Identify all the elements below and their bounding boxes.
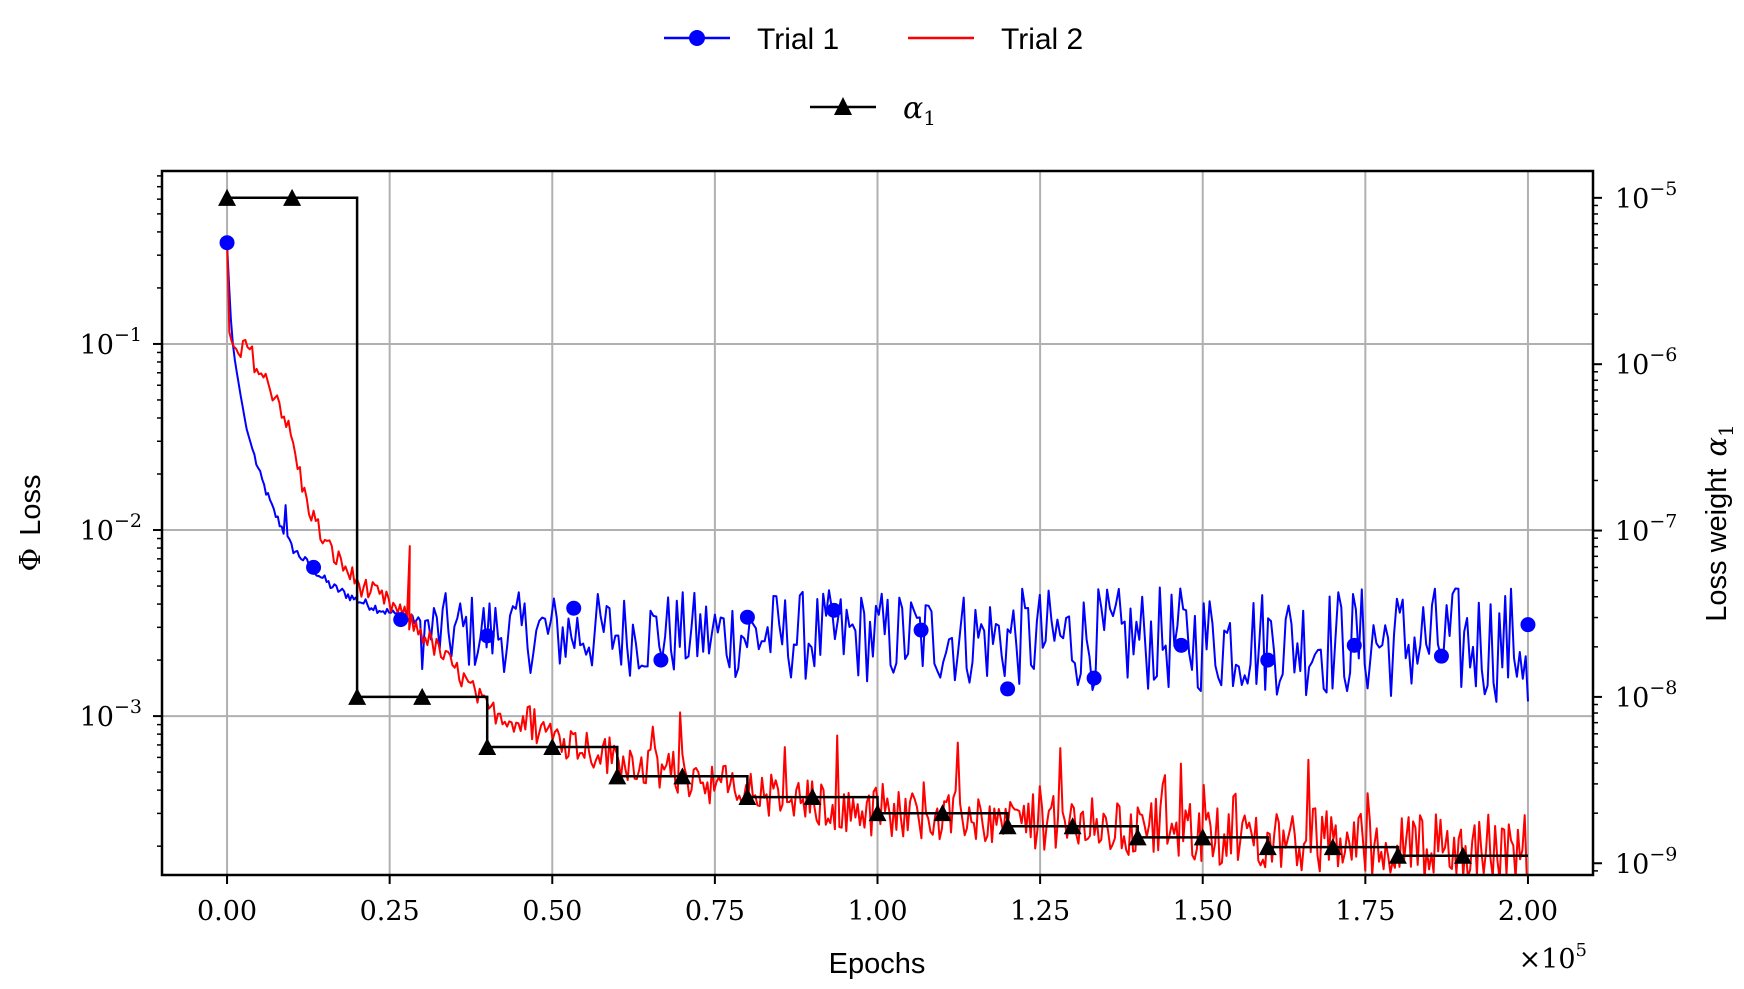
y-axis-label-text: Loss [15,474,47,535]
marker-trial-1 [219,235,235,251]
y2-tick-label: 10−6 [1615,344,1677,381]
marker-trial-1 [1086,670,1102,686]
y2-axis-label-symbol: α [1699,437,1733,457]
legend-label-alpha-1: α1 [903,91,936,130]
marker-alpha-1 [218,188,237,206]
x-axis-label: Epochs [829,948,926,980]
marker-trial-1 [1173,637,1189,653]
legend: Trial 1 Trial 2 α1 [664,23,1083,130]
grid [162,171,1593,875]
marker-layer [218,188,1536,864]
y-tick-label: 10−1 [80,324,142,361]
x-tick-label: 0.50 [522,896,582,927]
marker-alpha-1 [998,817,1017,835]
marker-alpha-1 [1388,846,1407,864]
legend-marker-trial-1 [689,30,705,46]
marker-alpha-1 [283,188,302,206]
y2-axis-label: Loss weight α1 [1699,424,1738,621]
x-tick-label: 0.25 [360,896,420,927]
marker-alpha-1 [868,804,887,822]
y-tick-label: 10−2 [80,510,142,547]
marker-alpha-1 [608,767,627,785]
marker-trial-1 [1433,648,1449,664]
marker-trial-1 [479,628,495,644]
y2-axis-label-sub: 1 [1714,424,1738,437]
y-axis-left: 10−1 10−2 10−3 [80,175,162,847]
legend-label-trial-1: Trial 1 [757,23,839,56]
y2-tick-label: 10−5 [1615,178,1677,215]
x-tick-label: 2.00 [1498,896,1558,927]
y2-axis-label-text: Loss weight [1701,469,1733,622]
marker-trial-1 [1260,652,1276,668]
legend-marker-alpha-1 [834,97,852,115]
marker-trial-1 [1346,637,1362,653]
marker-trial-1 [306,559,322,575]
marker-alpha-1 [673,767,692,785]
x-tick-label: 1.00 [847,896,907,927]
marker-alpha-1 [803,788,822,806]
x-tick-label: 0.75 [685,896,745,927]
marker-alpha-1 [1323,838,1342,856]
series-line-trial-1 [226,242,1529,703]
x-tick-label: 1.75 [1335,896,1395,927]
svg-text:ΦLoss: Φ Loss [13,474,47,571]
x-axis-multiplier: ×105 [1519,940,1587,975]
marker-trial-1 [566,600,582,616]
marker-trial-1 [826,602,842,618]
marker-alpha-1 [1453,846,1472,864]
marker-alpha-1 [1128,828,1147,846]
y2-tick-label: 10−7 [1615,511,1677,548]
x-axis: 0.00 0.25 0.50 0.75 1.00 1.25 1.50 1.75 2.00 [197,875,1558,927]
x-tick-label: 0.00 [197,896,257,927]
y-axis-label: Φ Loss [13,474,47,571]
legend-label-trial-2: Trial 2 [1001,23,1083,56]
marker-trial-1 [393,612,409,628]
marker-alpha-1 [543,737,562,755]
svg-text:Loss weightα1: Loss weight α1 [1699,424,1738,621]
legend-entry-trial-1: Trial 1 [664,23,839,56]
x-tick-label: 1.25 [1010,896,1070,927]
y2-tick-label: 10−8 [1615,677,1677,714]
legend-entry-trial-2: Trial 2 [908,23,1083,56]
marker-alpha-1 [413,687,432,705]
marker-alpha-1 [933,804,952,822]
marker-trial-1 [653,652,669,668]
x-tick-label: 1.50 [1173,896,1233,927]
y-axis-label-symbol: Φ [13,548,47,572]
marker-trial-1 [739,609,755,625]
marker-alpha-1 [478,737,497,755]
y2-tick-label: 10−9 [1615,843,1677,880]
y-tick-label: 10−3 [80,696,142,733]
marker-trial-1 [1000,681,1016,697]
marker-trial-1 [1520,617,1536,633]
series-line-trial-2 [226,237,1528,875]
legend-entry-alpha-1: α1 [810,91,936,130]
marker-alpha-1 [1258,838,1277,856]
marker-alpha-1 [1063,817,1082,835]
y-axis-right: 10−5 10−6 10−7 10−8 10−9 [1593,178,1677,880]
marker-alpha-1 [738,788,757,806]
marker-trial-1 [913,622,929,638]
marker-alpha-1 [348,687,367,705]
marker-alpha-1 [1193,828,1212,846]
